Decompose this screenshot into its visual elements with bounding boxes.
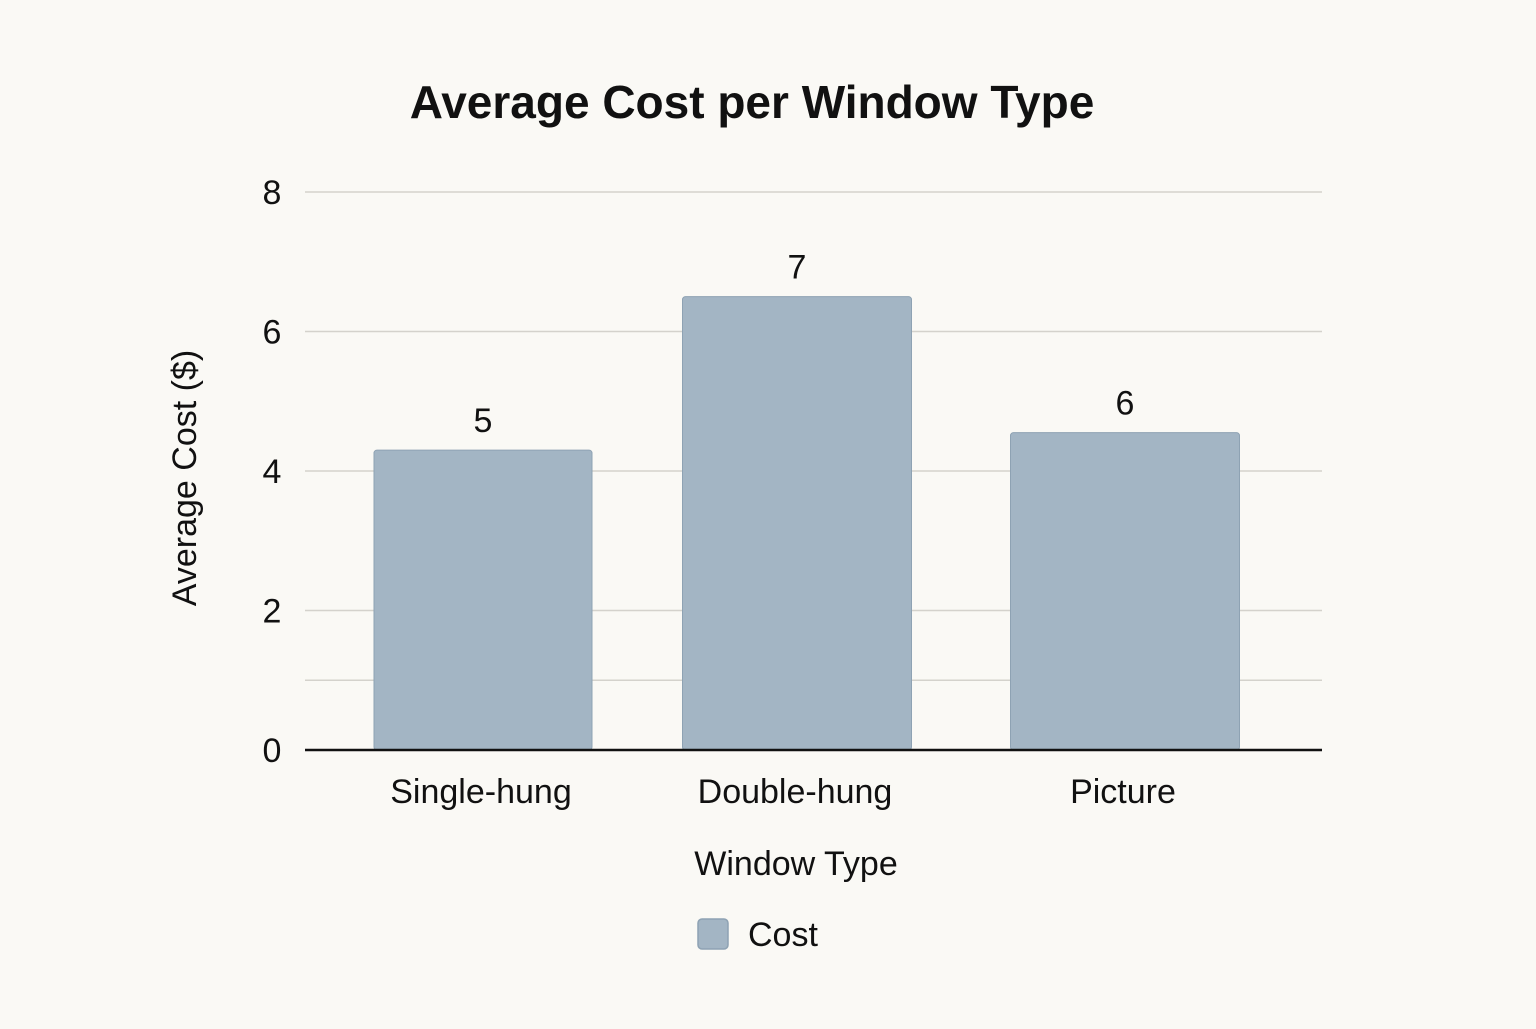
bar	[373, 449, 593, 751]
data-labels: 5 7 6	[474, 249, 1135, 440]
y-axis-ticks: 0 2 4 6 8	[263, 174, 282, 770]
bar	[682, 296, 912, 751]
y-tick-label: 8	[263, 174, 282, 212]
x-axis-title: Window Type	[694, 845, 897, 883]
x-tick-label: Double-hung	[698, 773, 893, 811]
y-tick-label: 0	[263, 732, 282, 770]
chart-title: Average Cost per Window Type	[410, 76, 1095, 128]
x-tick-label: Picture	[1070, 773, 1176, 811]
x-axis-ticks: Single-hung Double-hung Picture	[390, 773, 1176, 811]
legend-label: Cost	[748, 916, 818, 954]
y-tick-label: 6	[263, 314, 282, 352]
data-label: 5	[474, 402, 493, 440]
y-axis-title: Average Cost ($)	[166, 350, 204, 606]
data-label: 6	[1116, 385, 1135, 423]
bars	[373, 296, 1240, 751]
data-label: 7	[788, 249, 807, 287]
bar	[1010, 432, 1240, 751]
y-tick-label: 4	[263, 453, 282, 491]
legend-swatch	[697, 918, 729, 950]
legend: Cost	[697, 916, 818, 954]
x-tick-label: Single-hung	[390, 773, 571, 811]
y-tick-label: 2	[263, 593, 282, 631]
